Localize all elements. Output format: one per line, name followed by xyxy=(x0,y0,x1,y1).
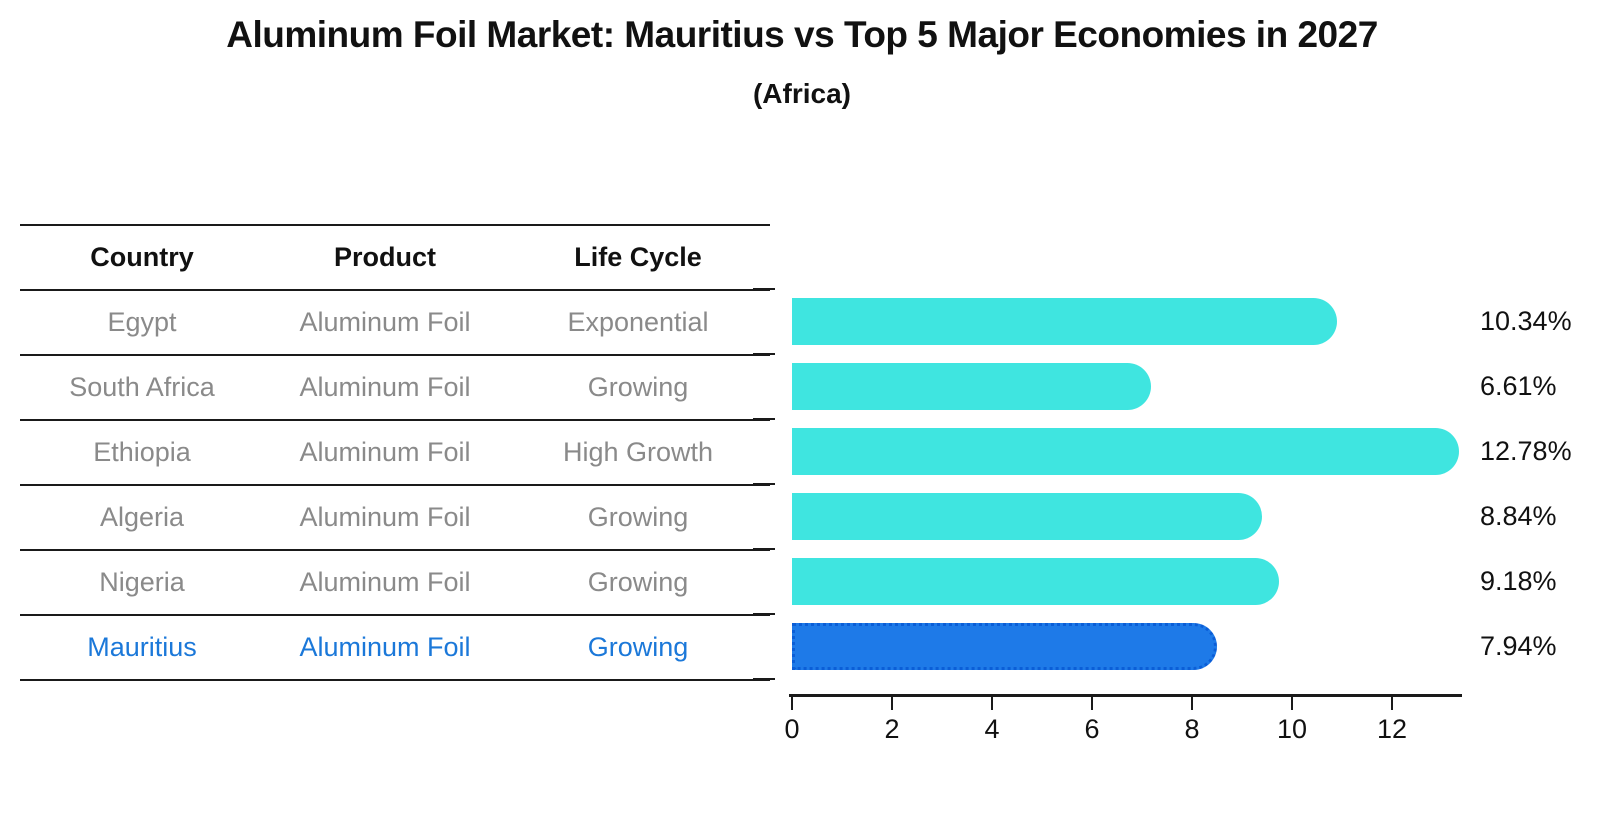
x-axis-tick xyxy=(791,697,793,710)
cell-life-cycle: Growing xyxy=(587,502,689,532)
bar-egypt xyxy=(792,298,1337,345)
column-header-product: Product xyxy=(333,242,436,272)
table-row-egypt: Egypt Aluminum Foil Exponential xyxy=(20,289,770,354)
bar-south-africa xyxy=(792,363,1151,410)
x-axis-tick xyxy=(991,697,993,710)
table-row-mauritius: Mauritius Aluminum Foil Growing xyxy=(20,614,770,679)
y-axis-tick xyxy=(753,483,775,485)
cell-product: Aluminum Foil xyxy=(299,372,471,402)
cell-product: Aluminum Foil xyxy=(299,567,471,597)
bar-value-label-nigeria: 9.18% xyxy=(1480,566,1557,596)
bar-value-label-egypt: 10.34% xyxy=(1480,306,1572,336)
x-axis-tick-label: 12 xyxy=(1376,714,1408,744)
cell-country: South Africa xyxy=(69,372,215,402)
x-axis-tick xyxy=(1291,697,1293,710)
chart-title: Aluminum Foil Market: Mauritius vs Top 5… xyxy=(226,14,1378,55)
x-axis-line xyxy=(789,694,1462,697)
column-header-life-cycle: Life Cycle xyxy=(574,242,702,272)
bar-mauritius xyxy=(792,623,1217,670)
cell-life-cycle: Exponential xyxy=(567,307,709,337)
cell-country: Nigeria xyxy=(99,567,185,597)
cell-country: Ethiopia xyxy=(93,437,191,467)
x-axis-tick-label: 2 xyxy=(884,714,900,744)
x-axis-tick xyxy=(1191,697,1193,710)
x-axis-tick-label: 8 xyxy=(1184,714,1200,744)
y-axis-tick xyxy=(753,613,775,615)
x-axis-tick xyxy=(891,697,893,710)
cell-life-cycle: Growing xyxy=(587,372,689,402)
y-axis-tick xyxy=(753,353,775,355)
y-axis-tick xyxy=(753,418,775,420)
table-header-row: Country Product Life Cycle xyxy=(20,224,770,289)
bar-value-label-ethiopia: 12.78% xyxy=(1480,436,1572,466)
cell-life-cycle: High Growth xyxy=(562,437,714,467)
cell-country: Egypt xyxy=(107,307,177,337)
cell-product: Aluminum Foil xyxy=(299,307,471,337)
bar-algeria xyxy=(792,493,1262,540)
column-header-country: Country xyxy=(90,242,194,272)
x-axis-tick xyxy=(1391,697,1393,710)
cell-country: Algeria xyxy=(99,502,185,532)
bar-ethiopia xyxy=(792,428,1459,475)
cell-product: Aluminum Foil xyxy=(299,502,471,532)
y-axis-tick xyxy=(753,548,775,550)
country-table: Country Product Life Cycle Egypt Aluminu… xyxy=(20,224,770,681)
table-row-algeria: Algeria Aluminum Foil Growing xyxy=(20,484,770,549)
cell-life-cycle: Growing xyxy=(587,632,689,662)
table-row-south-africa: South Africa Aluminum Foil Growing xyxy=(20,354,770,419)
y-axis-tick xyxy=(753,678,775,680)
x-axis-tick-label: 6 xyxy=(1084,714,1100,744)
cell-country: Mauritius xyxy=(87,632,197,662)
x-axis-tick-label: 10 xyxy=(1276,714,1308,744)
x-axis-tick-label: 0 xyxy=(784,714,800,744)
y-axis-tick xyxy=(753,288,775,290)
table-row-nigeria: Nigeria Aluminum Foil Growing xyxy=(20,549,770,614)
x-axis-tick xyxy=(1091,697,1093,710)
bar-value-label-mauritius: 7.94% xyxy=(1480,631,1557,661)
bar-value-label-algeria: 8.84% xyxy=(1480,501,1557,531)
cell-product: Aluminum Foil xyxy=(299,437,471,467)
cell-product: Aluminum Foil xyxy=(299,632,471,662)
chart-subtitle: (Africa) xyxy=(752,78,851,109)
x-axis-tick-label: 4 xyxy=(984,714,1000,744)
cell-life-cycle: Growing xyxy=(587,567,689,597)
table-row-ethiopia: Ethiopia Aluminum Foil High Growth xyxy=(20,419,770,484)
bar-value-label-south-africa: 6.61% xyxy=(1480,371,1557,401)
bar-nigeria xyxy=(792,558,1279,605)
